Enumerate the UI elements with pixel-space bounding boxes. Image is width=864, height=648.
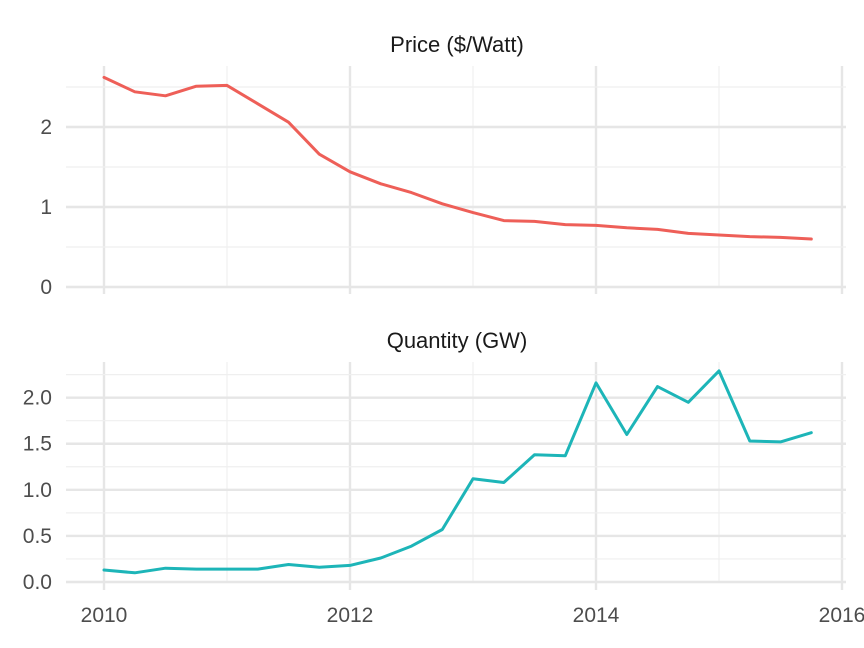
x-tick-labels: 2010 2012 2014 2016 [81, 604, 864, 627]
quantity-series [102, 369, 813, 575]
y-tick-label: 1.0 [23, 479, 52, 502]
x-tick-label: 2016 [819, 604, 864, 627]
quantity-y-tick-labels: 0.0 0.5 1.0 1.5 2.0 [23, 387, 52, 594]
price-panel: Price ($/Watt) 0 1 2 [40, 32, 846, 299]
y-tick-label: 2 [40, 116, 52, 139]
x-tick-label: 2012 [327, 604, 374, 627]
quantity-x-tick-marks [102, 582, 844, 590]
quantity-panel-title: Quantity (GW) [387, 328, 528, 353]
y-tick-label: 1 [40, 196, 52, 219]
series-line [102, 369, 813, 575]
y-tick-label: 0.0 [23, 571, 52, 594]
x-tick-label: 2010 [81, 604, 128, 627]
y-tick-label: 2.0 [23, 387, 52, 410]
y-tick-label: 1.5 [23, 433, 52, 456]
quantity-panel: Quantity (GW) 0.00.51.01.52.0 2010 2012 20… [23, 328, 864, 627]
x-tick-label: 2014 [573, 604, 620, 627]
price-x-tick-marks [102, 286, 844, 294]
price-panel-title: Price ($/Watt) [390, 32, 524, 57]
y-tick-label: 0.5 [23, 525, 52, 548]
price-series [102, 75, 813, 241]
quantity-grid [66, 362, 846, 584]
y-tick-label: 0 [40, 276, 52, 299]
price-y-tick-labels: 0 1 2 [40, 116, 52, 299]
series-line [102, 75, 813, 241]
price-grid [66, 66, 846, 289]
